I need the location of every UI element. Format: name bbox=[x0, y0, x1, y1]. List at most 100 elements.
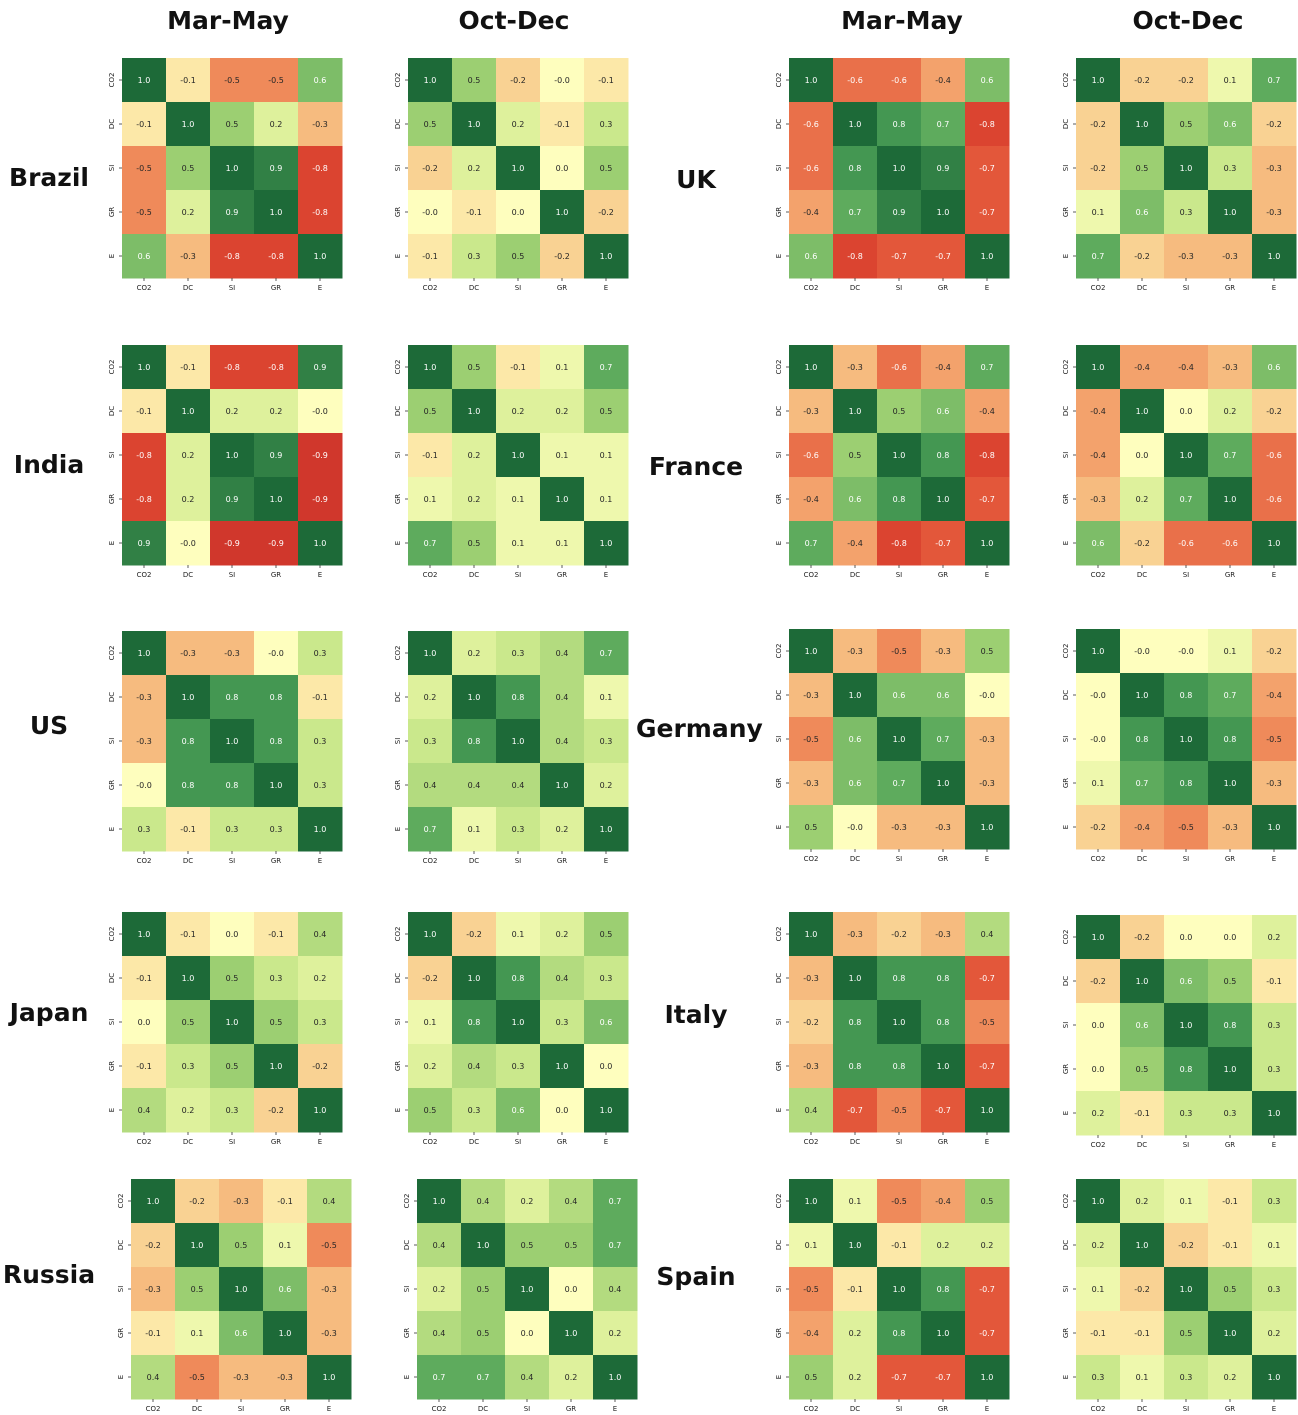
y-tick-label-e: E bbox=[108, 827, 116, 831]
x-tick-label-si: SI bbox=[515, 1138, 522, 1146]
heatmap-cell-value: 0.7 bbox=[1268, 76, 1281, 85]
heatmap-cell-e-co2 bbox=[131, 1355, 176, 1400]
heatmap-cell-value: 1.0 bbox=[314, 539, 327, 548]
heatmap-cell-si-si bbox=[496, 1000, 541, 1045]
heatmap-cell-value: -0.6 bbox=[1266, 495, 1282, 504]
x-tick-label-e: E bbox=[985, 1405, 989, 1413]
heatmap-cell-si-gr bbox=[921, 433, 966, 478]
heatmap-cell-dc-e bbox=[584, 102, 629, 147]
y-tick-label-si: SI bbox=[108, 452, 116, 459]
heatmap-cell-value: 0.1 bbox=[600, 451, 613, 460]
heatmap-cell-e-si bbox=[505, 1355, 550, 1400]
heatmap-cell-e-si bbox=[877, 1355, 922, 1400]
heatmap-cell-value: 0.5 bbox=[468, 76, 481, 85]
y-tick-label-dc: DC bbox=[1062, 119, 1070, 129]
heatmap-cell-gr-co2 bbox=[789, 190, 834, 235]
y-tick-label-gr: GR bbox=[394, 1061, 402, 1071]
heatmap-cell-value: 0.2 bbox=[182, 1106, 195, 1115]
heatmap-cell-e-co2 bbox=[122, 1088, 167, 1133]
heatmap-cell-dc-co2 bbox=[1076, 673, 1121, 718]
country-label-france: France bbox=[648, 452, 744, 481]
heatmap-cell-dc-e bbox=[307, 1223, 352, 1268]
y-tick-label-e: E bbox=[403, 1375, 411, 1379]
heatmap-cell-gr-co2 bbox=[789, 761, 834, 806]
heatmap-cell-value: -0.7 bbox=[979, 208, 995, 217]
heatmap-cell-si-si bbox=[219, 1267, 264, 1312]
heatmap-cell-dc-si bbox=[219, 1223, 264, 1268]
heatmap-cell-dc-si bbox=[210, 675, 255, 720]
x-tick-label-e: E bbox=[318, 1138, 322, 1146]
y-tick-label-gr: GR bbox=[775, 1328, 783, 1338]
heatmap-cell-value: -0.7 bbox=[935, 1373, 951, 1382]
y-tick-label-e: E bbox=[108, 1108, 116, 1112]
heatmap-cell-value: -0.1 bbox=[277, 1197, 293, 1206]
x-tick-label-co2: CO2 bbox=[423, 284, 438, 292]
heatmap-us-oct-dec: 1.0 0.2 0.3 0.4 0.7 0.2 1.0 0.8 0.4 0.1 0.3 0.8 1.0 0… bbox=[394, 631, 629, 865]
heatmap-cell-value: -0.0 bbox=[312, 407, 328, 416]
heatmap-cell-co2-si bbox=[1164, 915, 1209, 960]
heatmap-cell-value: 0.2 bbox=[600, 781, 613, 790]
heatmap-cell-co2-si bbox=[505, 1179, 550, 1224]
heatmap-cell-value: 0.5 bbox=[424, 407, 437, 416]
y-tick-label-dc: DC bbox=[1062, 690, 1070, 700]
heatmap-cell-gr-si bbox=[1164, 190, 1209, 235]
heatmap-cell-si-gr bbox=[540, 719, 585, 764]
heatmap-cell-gr-dc bbox=[452, 477, 497, 522]
heatmap-cell-dc-e bbox=[965, 956, 1010, 1001]
heatmap-cell-value: 0.5 bbox=[226, 120, 239, 129]
heatmap-cell-value: 1.0 bbox=[556, 1062, 569, 1071]
heatmap-cell-co2-gr bbox=[1208, 345, 1253, 390]
heatmap-cell-value: 0.5 bbox=[1180, 1329, 1193, 1338]
column-header-oct-dec-left: Oct-Dec bbox=[458, 6, 570, 35]
y-tick-label-dc: DC bbox=[775, 119, 783, 129]
y-tick-label-co2: CO2 bbox=[1062, 930, 1070, 945]
heatmap-cell-gr-e bbox=[593, 1311, 638, 1356]
heatmap-cell-value: 0.3 bbox=[468, 252, 481, 261]
heatmap-cell-dc-si bbox=[1164, 673, 1209, 718]
heatmap-cell-e-e bbox=[298, 234, 343, 279]
heatmap-cell-dc-e bbox=[584, 389, 629, 434]
heatmap-cell-si-si bbox=[877, 717, 922, 762]
heatmap-cell-gr-co2 bbox=[1076, 1047, 1121, 1092]
heatmap-cell-value: 0.3 bbox=[512, 825, 525, 834]
heatmap-cell-e-dc bbox=[833, 1355, 878, 1400]
heatmap-cell-value: -0.3 bbox=[803, 779, 819, 788]
x-tick-label-e: E bbox=[613, 1405, 617, 1413]
heatmap-cell-si-si bbox=[210, 146, 255, 191]
y-tick-label-gr: GR bbox=[1062, 494, 1070, 504]
heatmap-cell-si-e bbox=[584, 146, 629, 191]
heatmap-cell-gr-si bbox=[496, 1044, 541, 1089]
x-tick-label-dc: DC bbox=[192, 1405, 202, 1413]
heatmap-cell-value: 0.0 bbox=[1180, 933, 1193, 942]
heatmap-cell-value: 0.2 bbox=[556, 407, 569, 416]
heatmap-cell-value: 0.4 bbox=[565, 1197, 578, 1206]
y-tick-label-gr: GR bbox=[1062, 1328, 1070, 1338]
heatmap-cell-value: -0.2 bbox=[1178, 76, 1194, 85]
y-tick-label-co2: CO2 bbox=[394, 73, 402, 88]
heatmap-cell-value: 1.0 bbox=[1268, 252, 1281, 261]
heatmap-cell-value: 0.2 bbox=[270, 120, 283, 129]
heatmap-cell-co2-co2 bbox=[408, 631, 453, 676]
heatmap-cell-value: 1.0 bbox=[314, 252, 327, 261]
heatmap-cell-co2-e bbox=[965, 58, 1010, 103]
heatmap-cell-si-co2 bbox=[417, 1267, 462, 1312]
heatmap-cell-value: 0.6 bbox=[1268, 363, 1281, 372]
heatmap-cell-value: -0.9 bbox=[268, 539, 284, 548]
heatmap-cell-dc-si bbox=[877, 673, 922, 718]
heatmap-cell-dc-si bbox=[1164, 389, 1209, 434]
heatmap-cell-dc-gr bbox=[921, 102, 966, 147]
heatmap-cell-value: 0.8 bbox=[182, 781, 195, 790]
heatmap-cell-co2-dc bbox=[1120, 1179, 1165, 1224]
heatmap-cell-value: 0.4 bbox=[521, 1373, 534, 1382]
heatmap-cell-value: 0.3 bbox=[1268, 1065, 1281, 1074]
x-tick-label-gr: GR bbox=[938, 284, 948, 292]
heatmap-cell-si-e bbox=[1252, 146, 1297, 191]
heatmap-cell-value: 0.3 bbox=[270, 974, 283, 983]
heatmap-germany-oct-dec: 1.0 -0.0 -0.0 0.1 -0.2 -0.0 1.0 0.8 0.7 -0.4 -0.0 0… bbox=[1062, 629, 1297, 863]
heatmap-cell-e-gr bbox=[921, 1355, 966, 1400]
heatmap-cell-e-si bbox=[877, 521, 922, 566]
heatmap-cell-co2-e bbox=[593, 1179, 638, 1224]
heatmap-cell-si-si bbox=[1164, 1267, 1209, 1312]
heatmap-cell-co2-si bbox=[496, 58, 541, 103]
heatmap-cell-e-co2 bbox=[789, 1355, 834, 1400]
